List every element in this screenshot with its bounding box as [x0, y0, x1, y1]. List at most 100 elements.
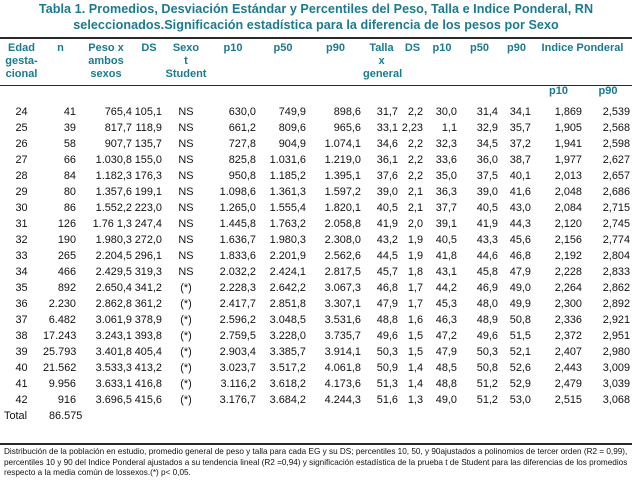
cell-ip-p10: 2,479 — [554, 378, 582, 390]
table-row: 26 58 907,7 135,7 NS 727,8 904,9 1.074,1 34,6 2,2… — [0, 136, 632, 152]
cell-p90-peso: 3.531,6 — [324, 314, 361, 326]
cell-p90-peso: 3.307,1 — [324, 298, 361, 310]
cell-ip-p10: 2,443 — [554, 362, 582, 374]
cell-n: 80 — [63, 186, 76, 198]
cell-p10-talla: 44,2 — [435, 282, 457, 294]
cell-p10-peso: 630,0 — [228, 106, 256, 118]
cell-p10-talla: 35,0 — [435, 170, 457, 182]
cell-ds-talla: 1,9 — [407, 234, 423, 246]
cell-ds-talla: 2,2 — [407, 170, 423, 182]
table-row: 34 466 2.429,5 319,3 NS 2.032,2 2.424,1 2.817,5… — [0, 264, 632, 280]
cell-p50-talla: 37,5 — [476, 170, 498, 182]
cell-p50-talla: 36,0 — [476, 154, 498, 166]
cell-p10-talla: 46,3 — [435, 314, 457, 326]
cell-ip-p90: 2,862 — [602, 282, 631, 294]
table-row: 30 86 1.552,2 223,0 NS 1.265,0 1.555,4 1.820,1 4… — [0, 200, 632, 216]
cell-ip-p90: 2,921 — [602, 314, 631, 326]
cell-n: 9.956 — [48, 378, 76, 390]
header-subrow: p10 p90 — [0, 85, 632, 98]
cell-n: 84 — [63, 170, 76, 182]
cell-ip-p90: 2,745 — [602, 218, 631, 230]
cell-p50-peso: 3.385,7 — [269, 346, 306, 358]
cell-edad: 34 — [15, 266, 28, 278]
header-p50-talla: p50 — [470, 42, 489, 54]
cell-ds-peso: 247,4 — [134, 218, 162, 230]
empty-cell — [363, 408, 400, 424]
cell-edad: 39 — [15, 346, 28, 358]
cell-p50-talla: 51,2 — [476, 378, 498, 390]
header-rule — [0, 85, 632, 86]
cell-peso: 1.552,2 — [95, 202, 132, 214]
table-row: 42 916 3.696,5 415,6 (*) 3.176,7 3.684,2 4.244,… — [0, 392, 632, 408]
cell-p90-talla: 41,6 — [509, 186, 531, 198]
cell-talla: 45,7 — [376, 266, 398, 278]
cell-talla: 51,6 — [376, 394, 398, 406]
header-p90-talla: p90 — [507, 42, 526, 54]
cell-p90-talla: 47,9 — [509, 266, 531, 278]
cell-p90-peso: 3.067,3 — [324, 282, 361, 294]
cell-p90-peso: 1.820,1 — [324, 202, 361, 214]
cell-edad: 28 — [15, 170, 28, 182]
empty-cell — [400, 408, 425, 424]
table-row: 24 41 765,4 105,1 NS 630,0 749,9 898,6 31,7 2,2 30… — [0, 98, 632, 120]
header-p10-peso: p10 — [223, 42, 243, 54]
cell-n: 58 — [63, 138, 76, 150]
cell-ds-peso: 361,2 — [134, 298, 162, 310]
cell-p90-peso: 2.308,0 — [324, 234, 361, 246]
cell-talla: 48,8 — [376, 314, 398, 326]
cell-n: 39 — [63, 122, 76, 134]
cell-ip-p10: 2,013 — [554, 170, 582, 182]
cell-sexo: (*) — [180, 282, 192, 294]
cell-ip-p10: 2,407 — [554, 346, 582, 358]
cell-p10-peso: 2.903,4 — [219, 346, 256, 358]
cell-p50-talla: 34,5 — [476, 138, 498, 150]
cell-p10-talla: 40,5 — [435, 234, 457, 246]
cell-n: 6.482 — [48, 314, 76, 326]
cell-ds-talla: 1,4 — [407, 362, 423, 374]
header-ds-talla: DS — [404, 42, 421, 54]
cell-ip-p10: 1,977 — [554, 154, 582, 166]
cell-ip-p90: 2,892 — [602, 298, 631, 310]
cell-p50-talla: 40,5 — [476, 202, 498, 214]
cell-peso: 3.696,5 — [95, 394, 132, 406]
cell-sexo: NS — [178, 186, 194, 198]
cell-p10-peso: 3.176,7 — [219, 394, 256, 406]
cell-n: 190 — [57, 234, 76, 246]
cell-ip-p90: 2,804 — [602, 250, 631, 262]
cell-p90-talla: 38,7 — [509, 154, 531, 166]
cell-sexo: NS — [178, 218, 194, 230]
cell-ip-p10: 1,941 — [554, 138, 582, 150]
cell-talla: 34,6 — [376, 138, 398, 150]
cell-ds-talla: 1,5 — [407, 346, 423, 358]
empty-cell — [584, 408, 632, 424]
cell-edad: 32 — [15, 234, 28, 246]
cell-p90-talla: 44,3 — [509, 218, 531, 230]
cell-p90-peso: 4.061,8 — [324, 362, 361, 374]
header-p10-talla: p10 — [432, 42, 452, 54]
cell-edad: 24 — [15, 106, 28, 118]
cell-p50-peso: 1.763,2 — [269, 218, 306, 230]
cell-edad: 33 — [15, 250, 28, 262]
header-n: n — [57, 42, 64, 54]
cell-peso: 817,7 — [104, 122, 132, 134]
cell-ds-peso: 378,9 — [134, 314, 162, 326]
cell-n: 41 — [63, 106, 76, 118]
cell-p50-talla: 50,3 — [476, 346, 498, 358]
cell-talla: 51,3 — [376, 378, 398, 390]
cell-ip-p90: 2,598 — [602, 138, 631, 150]
empty-cell — [533, 408, 584, 424]
cell-ds-peso: 416,8 — [134, 378, 162, 390]
cell-p90-peso: 1.597,2 — [324, 186, 361, 198]
cell-ds-talla: 1,7 — [407, 298, 423, 310]
cell-ip-p10: 2,192 — [554, 250, 582, 262]
cell-p90-talla: 45,6 — [509, 234, 531, 246]
cell-ip-p10: 2,372 — [554, 330, 582, 342]
header-talla: Talla x general — [363, 42, 403, 80]
cell-p50-peso: 3.228,0 — [269, 330, 306, 342]
cell-p50-peso: 1.980,3 — [269, 234, 306, 246]
cell-p10-talla: 48,5 — [435, 362, 457, 374]
cell-ip-p90: 2,539 — [602, 106, 631, 118]
cell-sexo: (*) — [180, 298, 192, 310]
total-label: Total — [4, 410, 28, 422]
empty-cell — [459, 408, 500, 424]
